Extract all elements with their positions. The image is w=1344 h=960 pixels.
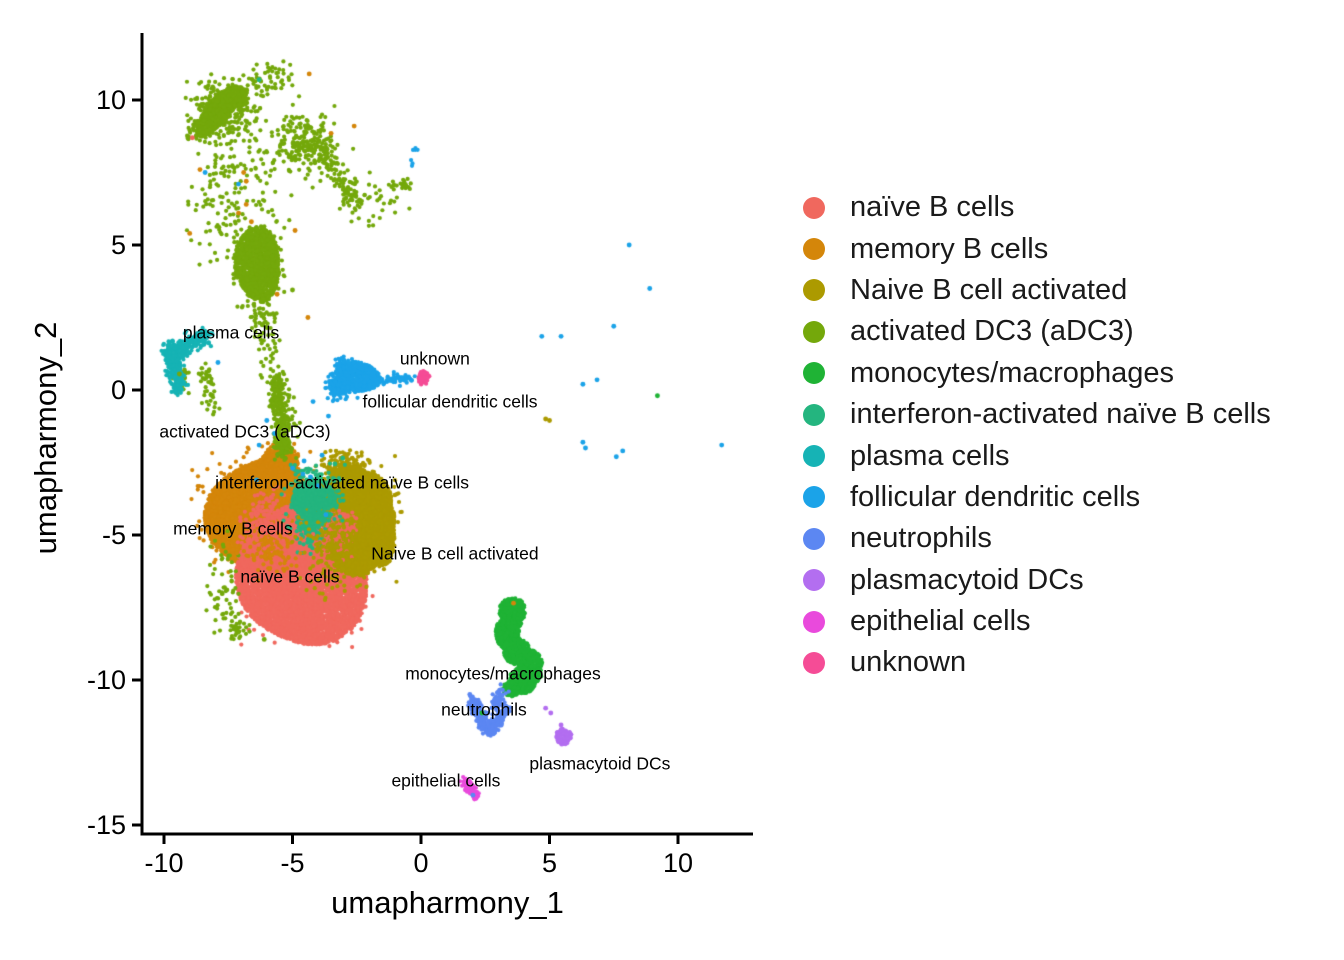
legend-swatch-icon [803,569,825,592]
legend-item-label: interferon-activated naïve B cells [850,398,1271,431]
cluster-label: interferon-activated naïve B cells [215,472,470,493]
legend-item-label: monocytes/macrophages [850,356,1174,389]
cluster-label: activated DC3 (aDC3) [159,421,331,442]
legend-item-label: naïve B cells [850,191,1015,224]
legend-item: unknown [803,642,1271,683]
legend-item: neutrophils [803,518,1271,559]
legend-item: epithelial cells [803,601,1271,642]
cluster-label: unknown [399,348,470,369]
legend-swatch-icon [803,279,825,302]
cluster-label: epithelial cells [391,770,501,791]
legend-swatch-icon [803,362,825,385]
cluster-label: neutrophils [441,699,527,720]
legend-item: interferon-activated naïve B cells [803,394,1271,435]
y-axis-title: umapharmony_2 [28,321,63,555]
cluster-label: monocytes/macrophages [405,663,601,684]
cluster-label: naïve B cells [240,566,340,587]
legend-swatch-icon [803,238,825,261]
legend-item: Naive B cell activated [803,270,1271,311]
legend-item-label: activated DC3 (aDC3) [850,315,1134,348]
legend-item-label: memory B cells [850,232,1049,265]
legend-item: follicular dendritic cells [803,477,1271,518]
legend-item: naïve B cells [803,187,1271,228]
legend: naïve B cells memory B cells Naive B cell … [803,187,1271,684]
legend-item: memory B cells [803,228,1271,269]
cluster-label: plasma cells [182,322,280,343]
legend-swatch-icon [803,403,825,426]
cluster-label: plasmacytoid DCs [529,753,671,774]
legend-item-label: epithelial cells [850,605,1031,638]
legend-swatch-icon [803,651,825,674]
legend-swatch-icon [803,610,825,633]
legend-swatch-icon [803,445,825,468]
x-axis-title: umapharmony_1 [331,885,564,920]
legend-item-label: plasma cells [850,439,1010,472]
legend-item-label: unknown [850,646,967,679]
legend-item: monocytes/macrophages [803,353,1271,394]
cluster-label: memory B cells [173,518,293,539]
legend-item-label: follicular dendritic cells [850,480,1141,513]
legend-item-label: neutrophils [850,522,992,555]
legend-swatch-icon [803,486,825,509]
legend-swatch-icon [803,320,825,343]
cluster-label: follicular dendritic cells [362,391,538,412]
legend-item: plasma cells [803,435,1271,476]
legend-swatch-icon [803,196,825,219]
legend-item: plasmacytoid DCs [803,560,1271,601]
legend-item-label: plasmacytoid DCs [850,563,1084,596]
legend-item: activated DC3 (aDC3) [803,311,1271,352]
legend-item-label: Naive B cell activated [850,273,1128,306]
cluster-label: Naive B cell activated [371,543,539,564]
legend-swatch-icon [803,527,825,550]
